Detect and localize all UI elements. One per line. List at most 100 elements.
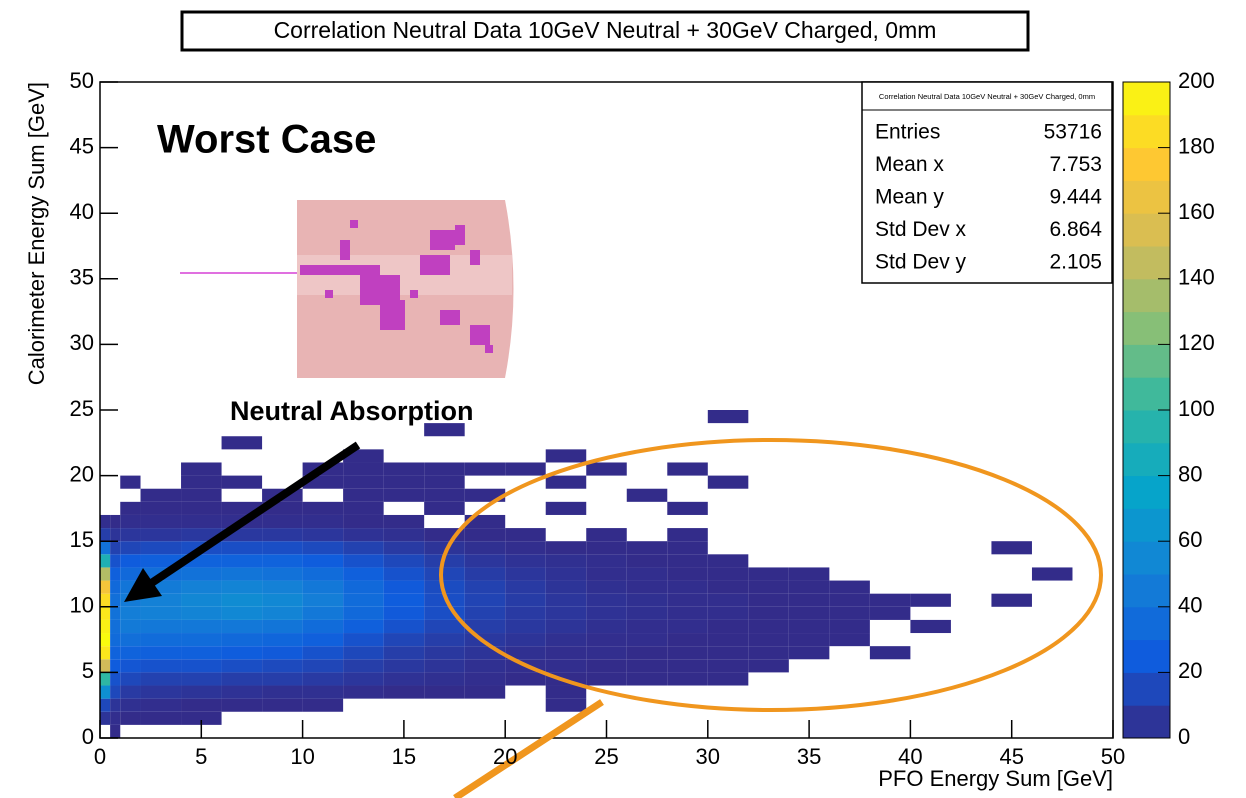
cell [505,541,546,555]
cell [302,541,344,555]
cell [110,619,121,634]
cell [120,698,141,712]
z-tick-label: 140 [1178,265,1215,290]
cell [140,711,182,725]
cell [505,462,546,476]
cell [424,580,465,594]
cell [586,659,627,673]
colorbar-band [1123,508,1170,542]
cell [120,619,141,634]
cell [869,646,911,660]
cell [100,514,111,529]
cell [383,567,425,581]
cell [120,659,141,673]
cell [545,698,587,712]
stats-label: Mean x [875,153,944,176]
cell [505,580,546,594]
cell [788,567,830,581]
event-display [180,200,514,378]
cell [626,633,668,647]
colorbar-band [1123,311,1170,345]
cell [586,593,627,607]
cell [302,554,344,568]
colorbar-band [1123,213,1170,247]
cell [869,606,911,620]
cell [667,580,708,594]
cell [707,554,749,568]
cell [707,567,749,581]
cell [545,659,587,673]
cell [100,711,111,725]
x-tick-label: 45 [999,744,1023,769]
cell [1031,567,1073,581]
y-tick-label: 25 [70,396,94,421]
cell [667,606,708,620]
cell [343,567,384,581]
cell [667,619,708,634]
cell [667,528,708,542]
z-tick-label: 80 [1178,461,1202,486]
cell [181,488,222,502]
stats-label: Std Dev y [875,251,967,274]
x-tick-label: 35 [797,744,821,769]
cell [343,685,384,699]
cell [100,567,111,581]
highlight-line [453,699,604,798]
cell [464,514,506,529]
colorbar-band [1123,574,1170,608]
colorbar-band [1123,344,1170,378]
cell [343,514,384,529]
cell [110,580,121,594]
colorbar-band [1123,246,1170,280]
cell [100,698,111,712]
stats-value: 9.444 [1049,186,1102,209]
cell [424,501,465,515]
cell [707,593,749,607]
cell [262,646,303,660]
cell [586,606,627,620]
cell [343,462,384,476]
cell [302,685,344,699]
cell [110,606,121,620]
cell [464,606,506,620]
cell [748,646,789,660]
x-tick-label: 0 [94,744,106,769]
cell [626,567,668,581]
cell [181,462,222,476]
cell [262,698,303,712]
cell [343,541,384,555]
cell [626,488,668,502]
cell [505,646,546,660]
x-tick-label: 10 [290,744,314,769]
y-tick-label: 0 [82,724,94,749]
cell [383,606,425,620]
title-box [180,10,1030,52]
z-tick-label: 0 [1178,724,1190,749]
cell [383,672,425,686]
z-tick-label: 60 [1178,527,1202,552]
x-tick-label: 15 [392,744,416,769]
cell [221,554,263,568]
cell [302,646,344,660]
cell [748,580,789,594]
cell [302,619,344,634]
cell [221,646,263,660]
cell [100,580,111,594]
cell [586,462,627,476]
cell [110,633,121,647]
cell [545,475,587,489]
cell [120,554,141,568]
cell [545,554,587,568]
cell [748,567,789,581]
stats-value: 6.864 [1049,218,1102,241]
cell [505,633,546,647]
cell [343,633,384,647]
cell [586,646,627,660]
cell [991,593,1032,607]
cell [383,554,425,568]
cell [424,659,465,673]
cell [181,501,222,515]
cell [140,606,182,620]
cell [383,462,425,476]
cell [110,514,121,529]
